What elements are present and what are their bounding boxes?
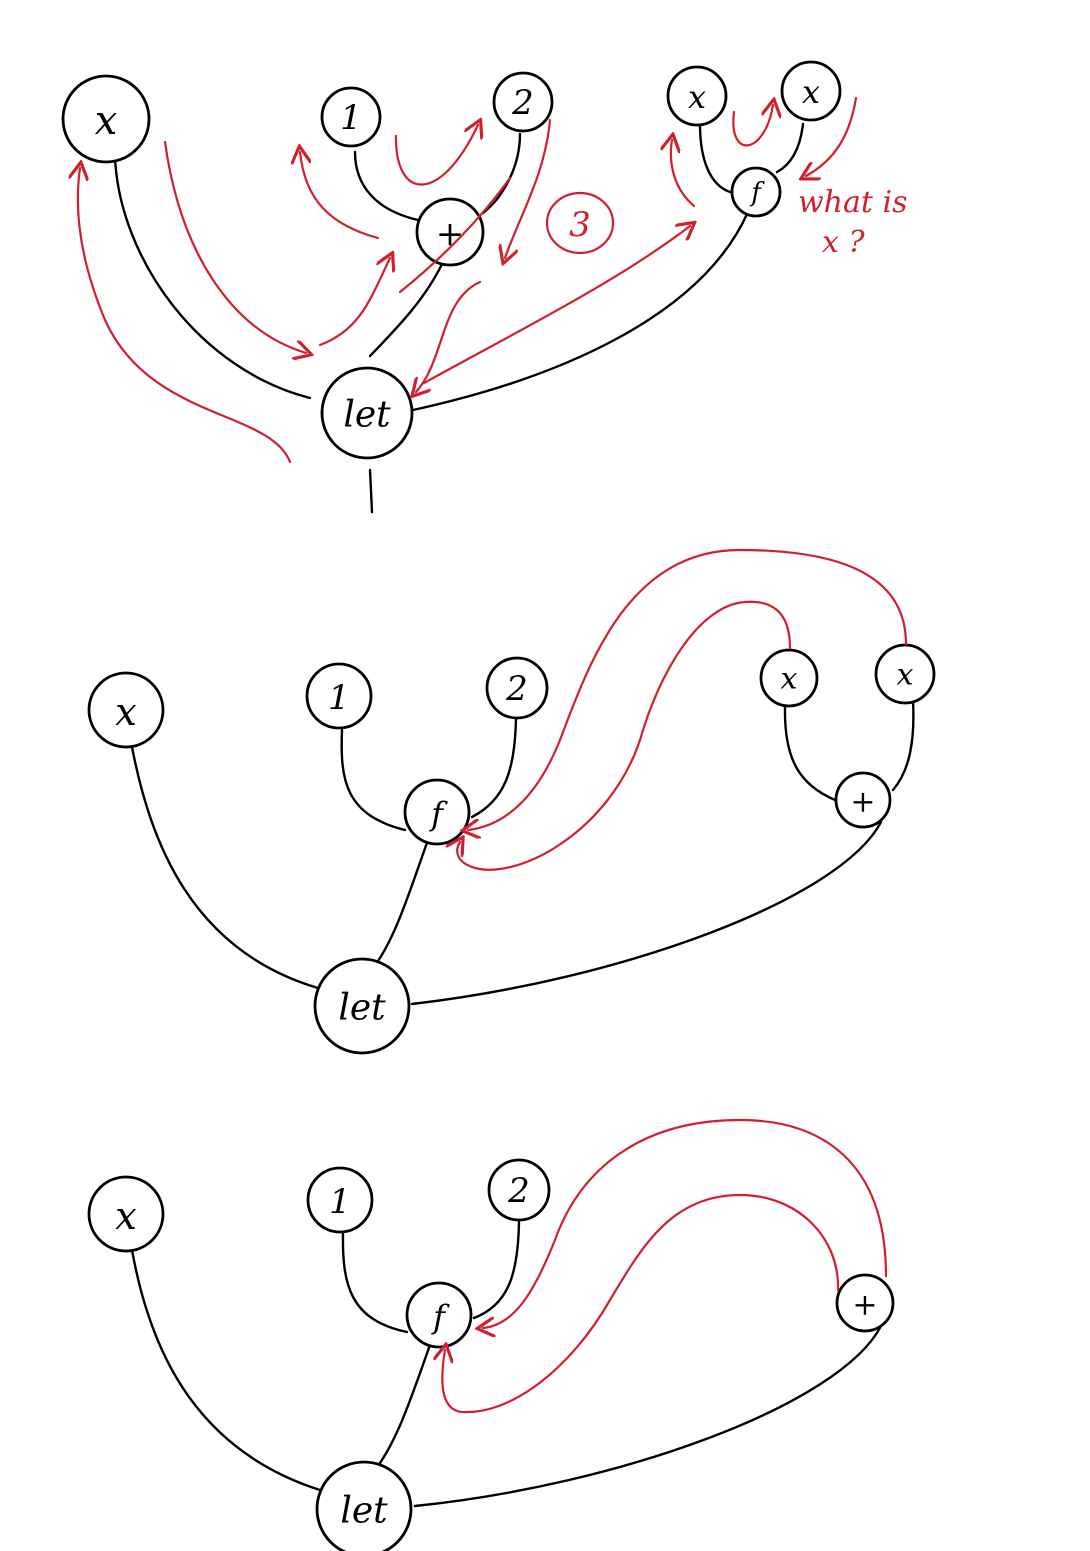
node-let: let xyxy=(315,1460,413,1551)
edge-1-plus xyxy=(353,150,420,222)
arrow-plus-to-1 xyxy=(300,152,380,240)
edge-x-let xyxy=(113,156,312,400)
svg-text:2: 2 xyxy=(511,83,534,123)
diagram-2-let-f: x 1 2 f x x + let xyxy=(87,548,936,1055)
node-1: 1 xyxy=(305,662,373,730)
arrow-let-to-x xyxy=(78,168,292,464)
edge-plus-let xyxy=(410,820,883,1006)
edge-x-let xyxy=(130,1248,322,1492)
result-badge: 3 xyxy=(545,191,615,255)
edge-xb-plus xyxy=(891,698,915,792)
binding-x-b-to-f xyxy=(468,548,908,830)
edge-plus-let xyxy=(413,1324,883,1508)
node-2: 2 xyxy=(485,656,549,720)
arrow-xa-to-xb xyxy=(732,105,773,147)
svg-text:let: let xyxy=(338,988,386,1029)
svg-text:x: x xyxy=(897,658,914,693)
svg-text:3: 3 xyxy=(569,205,591,245)
edge-xb-f xyxy=(775,122,805,174)
node-f: f xyxy=(403,778,471,846)
svg-text:x: x xyxy=(688,78,706,116)
node-plus: + xyxy=(415,197,485,267)
arrow-let-to-f xyxy=(422,226,690,385)
edge-f-let xyxy=(371,838,430,970)
node-plus: + xyxy=(834,771,892,829)
binding-x-a-to-f xyxy=(457,600,792,871)
node-x: x xyxy=(87,1175,165,1253)
svg-text:x: x xyxy=(115,690,136,734)
arrow-2-to-plus xyxy=(505,118,552,258)
svg-text:2: 2 xyxy=(507,1171,530,1211)
node-1: 1 xyxy=(306,1166,374,1234)
svg-text:let: let xyxy=(343,395,391,436)
node-plus: + xyxy=(835,1273,895,1333)
arrow-x-to-let xyxy=(163,140,306,353)
node-2: 2 xyxy=(487,1158,551,1222)
svg-text:1: 1 xyxy=(329,1182,351,1222)
node-x-param-b: x xyxy=(874,643,936,705)
node-x-param-a: x xyxy=(759,648,819,708)
arrow-reduce-diagonal xyxy=(398,176,512,294)
svg-text:x: x xyxy=(115,1194,136,1238)
edge-plus-let xyxy=(368,260,445,358)
svg-text:1: 1 xyxy=(340,98,362,138)
arrow-plus-to-let xyxy=(416,280,482,392)
arrow-1-to-2 xyxy=(394,125,478,186)
diagram-1-let-plus: x 1 2 + x x f let xyxy=(61,60,907,514)
node-2: 2 xyxy=(492,71,554,133)
node-f: f xyxy=(730,166,782,218)
edge-2-f xyxy=(472,1220,521,1320)
edge-2-f xyxy=(470,716,518,819)
question-line-1: what is xyxy=(798,185,907,220)
svg-text:let: let xyxy=(340,1491,388,1532)
node-let: let xyxy=(320,366,414,460)
svg-text:2: 2 xyxy=(505,669,528,709)
node-x: x xyxy=(87,671,165,749)
arrow-let-to-plus xyxy=(318,258,390,347)
node-x-param-a: x xyxy=(666,65,728,127)
edge-f-let xyxy=(373,1343,432,1472)
edge-1-f xyxy=(341,1230,409,1334)
svg-text:x: x xyxy=(95,98,118,144)
edge-xa-plus xyxy=(783,705,837,802)
svg-text:+: + xyxy=(852,1288,877,1323)
binding-plus-to-f-outer xyxy=(483,1118,888,1328)
edge-1-f xyxy=(340,728,407,832)
edge-2-plus xyxy=(481,132,522,215)
node-f: f xyxy=(405,1281,473,1349)
arrow-f-to-x-a xyxy=(671,140,696,208)
edge-f-let xyxy=(411,210,750,412)
svg-text:x: x xyxy=(802,73,820,111)
arrow-xb-to-f xyxy=(806,96,858,176)
svg-text:x: x xyxy=(781,662,798,697)
edge-let-root xyxy=(368,468,374,514)
edge-xa-f xyxy=(698,122,732,194)
node-x-param-b: x xyxy=(780,60,842,122)
question-line-2: x ? xyxy=(822,225,865,260)
binding-plus-to-f-inner xyxy=(442,1193,840,1414)
svg-text:1: 1 xyxy=(328,678,350,718)
node-x: x xyxy=(61,74,151,164)
edge-x-let xyxy=(130,745,320,990)
node-let: let xyxy=(313,957,411,1055)
node-1: 1 xyxy=(320,86,382,148)
svg-text:+: + xyxy=(850,785,875,820)
diagram-3-let-f-plus: x 1 2 f + let xyxy=(87,1118,895,1551)
